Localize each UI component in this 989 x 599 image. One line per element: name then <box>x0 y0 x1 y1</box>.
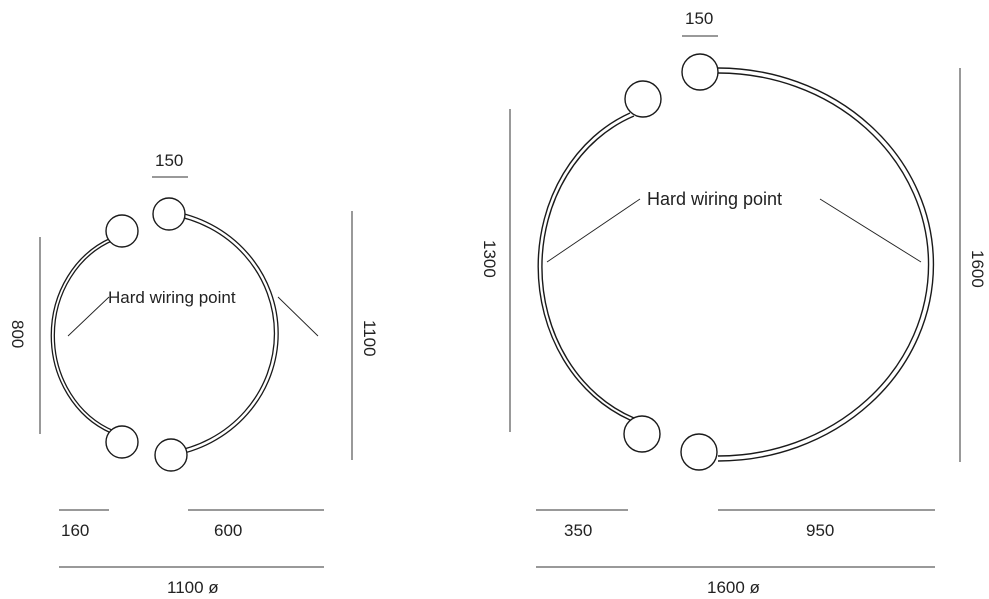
large-bottom-left-bulb <box>623 415 661 453</box>
large-left-width-label: 350 <box>564 521 592 540</box>
small-right-height-label: 1100 <box>360 320 379 357</box>
small-top-right-bulb <box>152 197 186 231</box>
large-wiring-leader-left <box>546 198 641 263</box>
large-wiring-leader-right <box>819 198 922 263</box>
small-diameter-label: 1100 ø <box>167 578 219 597</box>
small-left-height-label: 800 <box>8 320 27 348</box>
large-right-height-label: 1600 <box>968 250 987 288</box>
large-top-right-bulb <box>681 53 719 91</box>
large-diameter-label: 1600 ø <box>707 578 760 597</box>
small-bulb-spacing-label: 150 <box>155 151 183 170</box>
small-left-width-label: 160 <box>61 521 89 540</box>
small-wiring-leader-left <box>67 296 110 337</box>
small-right-width-label: 600 <box>214 521 242 540</box>
small-bottom-right-bulb <box>154 438 188 472</box>
large-left-height-label: 1300 <box>480 240 499 278</box>
large-right-arc <box>717 67 935 462</box>
small-bottom-left-bulb <box>105 425 139 459</box>
small-left-arc <box>50 237 115 434</box>
small-wiring-label: Hard wiring point <box>108 288 236 307</box>
small-wiring-leader-right <box>277 296 319 337</box>
small-right-arc <box>169 210 279 457</box>
large-top-left-bulb <box>624 80 662 118</box>
large-bulb-spacing-label: 150 <box>685 9 713 28</box>
large-right-width-label: 950 <box>806 521 834 540</box>
small-top-left-bulb <box>105 214 139 248</box>
large-wiring-label: Hard wiring point <box>647 189 782 209</box>
large-lamp: Hard wiring point 150 1300 1600 350 950 … <box>480 9 987 597</box>
large-left-arc <box>537 112 635 421</box>
small-lamp: Hard wiring point 150 800 1100 160 600 1… <box>8 151 379 597</box>
large-bottom-right-bulb <box>680 433 718 471</box>
